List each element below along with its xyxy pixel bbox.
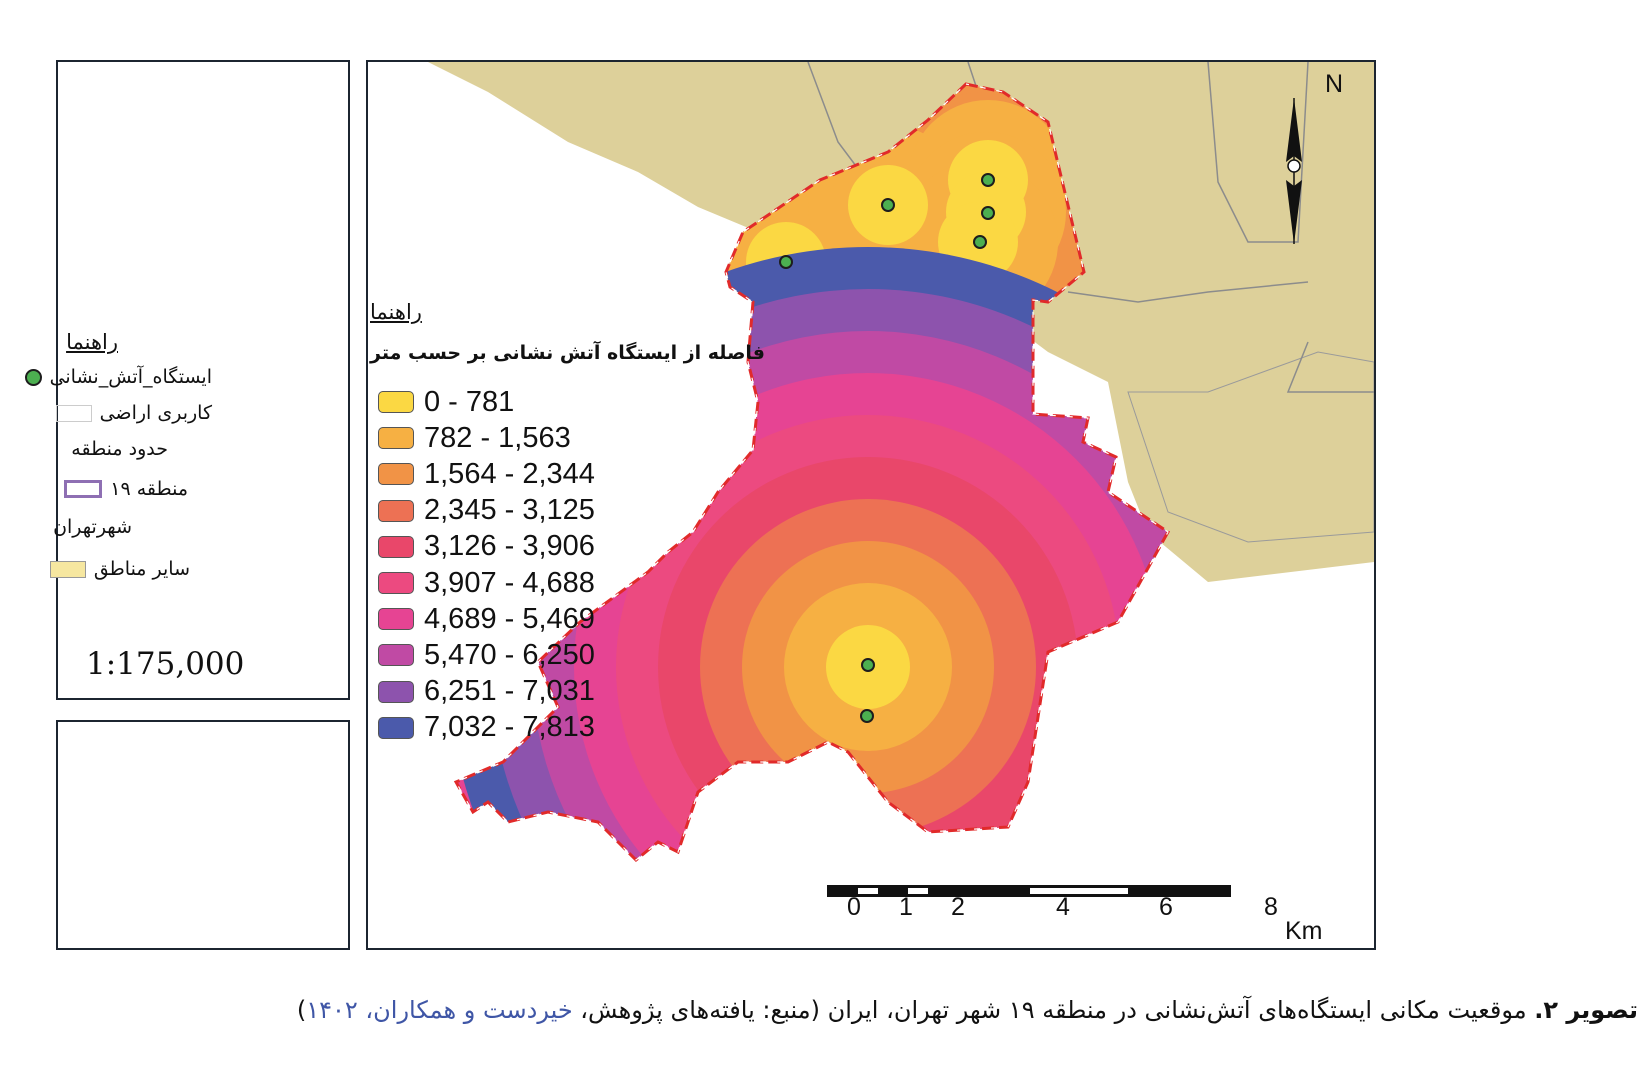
side-legend-panel: راهنما ایستگاه_آتش_نشانی کاربری اراضی حد… [24, 60, 350, 700]
legend-class-swatch [378, 499, 414, 522]
fire-station-marker[interactable] [881, 198, 895, 212]
north-label: N [1325, 70, 1344, 98]
legend-class-row: 3,126 - 3,906 [378, 529, 595, 565]
map-legend-subtitle: فاصله از ایستگاه آتش نشانی بر حسب متر [370, 342, 766, 364]
legend-class-label: 3,126 - 3,906 [424, 530, 595, 563]
legend-item-region-19: منطقه ۱۹ [64, 478, 188, 500]
caption-source-link[interactable]: خیردست و همکاران، ۱۴۰۲ [306, 996, 573, 1024]
legend-item-land-use: کاربری اراضی [55, 402, 212, 424]
fire-stations [779, 173, 995, 723]
scale-tick-label: 6 [1159, 893, 1173, 921]
caption-close: ) [296, 996, 307, 1024]
side-legend-title: راهنما [66, 330, 118, 354]
map-scale-ratio: 1:175,000 [86, 646, 245, 682]
legend-item-other-regions: سایر مناطق [49, 558, 190, 580]
inset-map-box [56, 720, 350, 950]
legend-class-row: 2,345 - 3,125 [378, 493, 595, 529]
legend-class-row: 5,470 - 6,250 [378, 637, 595, 673]
legend-item-fire-station: ایستگاه_آتش_نشانی [24, 366, 212, 388]
legend-class-label: 0 - 781 [424, 385, 515, 418]
scale-tick-label: 2 [951, 893, 965, 921]
caption-figure-label: تصویر ۲. [1534, 996, 1638, 1024]
district-border-line [1286, 341, 1374, 393]
legend-item-label: کاربری اراضی [99, 402, 212, 424]
legend-class-label: 5,470 - 6,250 [424, 638, 595, 671]
legend-class-label: 782 - 1,563 [424, 421, 571, 454]
district-border-line [1067, 281, 1309, 303]
fire-station-marker[interactable] [860, 709, 874, 723]
legend-class-row: 1,564 - 2,344 [378, 456, 595, 492]
region-19-boundary-inner [455, 83, 1169, 861]
caption-text: موقعیت مکانی ایستگاه‌های آتش‌نشانی در من… [572, 996, 1535, 1024]
north-arrow-icon [1286, 98, 1302, 244]
land-use-swatch [55, 404, 92, 422]
legend-class-row: 4,689 - 5,469 [378, 601, 595, 637]
legend-class-label: 2,345 - 3,125 [424, 494, 595, 527]
map-legend-title: راهنما [370, 300, 422, 324]
legend-class-swatch [378, 427, 414, 450]
legend-class-label: 3,907 - 4,688 [424, 566, 595, 599]
fire-station-marker[interactable] [981, 173, 995, 187]
scale-bar [827, 885, 1231, 897]
legend-class-row: 0 - 781 [378, 384, 595, 420]
map-frame: راهنما فاصله از ایستگاه آتش نشانی بر حسب… [366, 60, 1376, 950]
scale-tick-label: 4 [1056, 893, 1070, 921]
legend-item-label: سایر مناطق [93, 558, 190, 580]
scale-tick-label: 0 [847, 893, 861, 921]
legend-item-label: منطقه ۱۹ [110, 478, 188, 500]
legend-class-label: 6,251 - 7,031 [424, 675, 595, 708]
legend-class-label: 4,689 - 5,469 [424, 602, 595, 635]
fire-station-marker[interactable] [861, 658, 875, 672]
legend-item-label: ایستگاه_آتش_نشانی [49, 366, 212, 388]
legend-class-row: 6,251 - 7,031 [378, 674, 595, 710]
region-boundary-swatch [64, 480, 103, 498]
fire-station-marker[interactable] [981, 206, 995, 220]
legend-class-label: 1,564 - 2,344 [424, 457, 595, 490]
legend-class-swatch [378, 535, 414, 558]
legend-class-swatch [378, 391, 414, 414]
scale-tick-label: 1 [899, 893, 913, 921]
city-heading: شهرتهران [53, 516, 132, 538]
surrounding-regions-land [428, 62, 1374, 582]
fire-station-icon [24, 368, 42, 386]
scale-unit: Km [1285, 917, 1323, 945]
legend-class-row: 3,907 - 4,688 [378, 565, 595, 601]
figure-caption: تصویر ۲. موقعیت مکانی ایستگاه‌های آتش‌نش… [297, 996, 1638, 1024]
boundary-heading: حدود منطقه [71, 438, 168, 460]
legend-class-swatch [378, 463, 414, 486]
legend-class-row: 782 - 1,563 [378, 420, 595, 456]
legend-class-label: 7,032 - 7,813 [424, 711, 595, 744]
legend-class-swatch [378, 644, 414, 667]
eastern-region-land [1127, 351, 1374, 543]
fire-station-marker[interactable] [973, 235, 987, 249]
map-canvas [368, 62, 1374, 948]
legend-class-swatch [378, 572, 414, 595]
legend-class-row: 7,032 - 7,813 [378, 710, 595, 746]
map-legend-classes: 0 - 781 782 - 1,563 1,564 - 2,344 2,345 - 3… [378, 384, 595, 746]
legend-class-swatch [378, 716, 414, 739]
fire-station-marker[interactable] [779, 255, 793, 269]
legend-class-swatch [378, 680, 414, 703]
legend-class-swatch [378, 608, 414, 631]
other-regions-swatch [49, 560, 86, 578]
scale-tick-label: 8 [1264, 893, 1278, 921]
